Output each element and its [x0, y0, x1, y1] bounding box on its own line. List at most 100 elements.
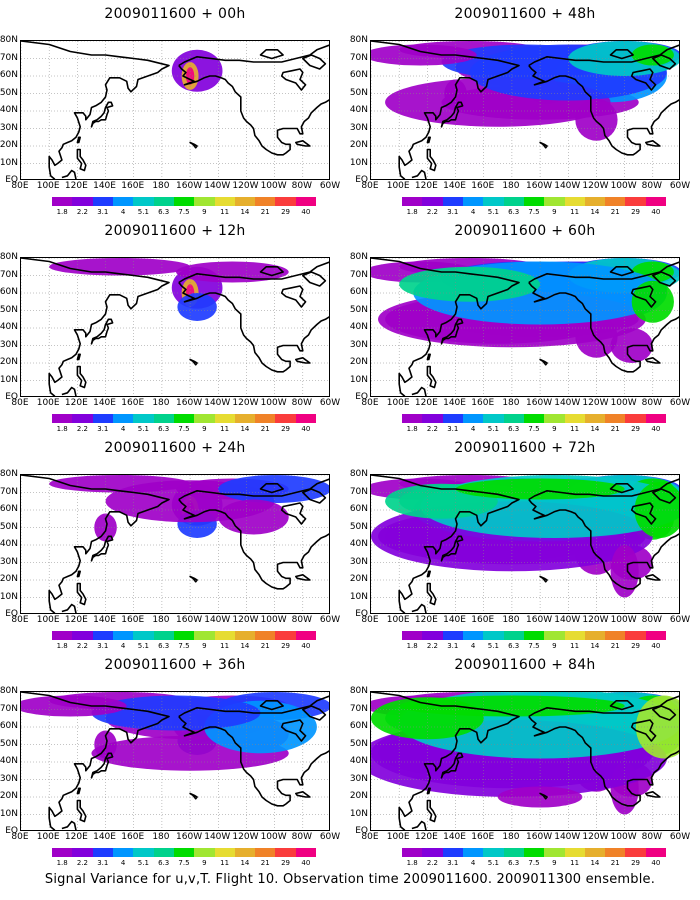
colorbar-label: 3.1 [447, 208, 459, 216]
colorbar-label: 40 [301, 208, 311, 216]
colorbar-swatch [295, 197, 317, 206]
latitude-tick-label: 50N [349, 304, 368, 315]
colorbar-swatch [483, 197, 504, 206]
colorbar-swatch [544, 631, 565, 640]
longitude-tick-label: 120W [232, 398, 259, 408]
colorbar-label: 7.5 [528, 642, 540, 650]
latitude-tick-label: 40N [0, 539, 18, 549]
map-panel: 2009011600 + 84h 80N 70N 60N 50N 40N 30N 20N 10N… [350, 651, 700, 876]
coastline [90, 318, 114, 345]
map-frame [370, 257, 680, 397]
colorbar-label: 11 [220, 208, 230, 216]
colorbar-label: 2.2 [426, 859, 439, 867]
colorbar-swatch [605, 631, 626, 640]
latitude-tick-label: 80N [349, 686, 368, 696]
coastline [645, 357, 661, 364]
longitude-tick-label: 160E [471, 615, 495, 625]
coastline [61, 386, 77, 396]
colorbar-label: 4 [120, 425, 126, 433]
latitude-tick-label: 30N [0, 122, 18, 133]
colorbar-swatch [234, 414, 256, 423]
colorbar-labels: 1.8 2.2 3.1 4 5.1 6.3 7.5 9 11 14 21 29 40 [402, 208, 666, 218]
coastline [90, 752, 114, 779]
longitude-tick-label: 160W [176, 832, 203, 842]
colorbar-swatch [92, 197, 113, 206]
coastline [645, 791, 661, 798]
coastline [411, 603, 427, 613]
colorbar-swatch [112, 197, 134, 206]
longitude-tick-label: 160W [176, 398, 203, 408]
colorbar-label: 9 [202, 425, 207, 433]
panel-title: 2009011600 + 60h [454, 223, 596, 239]
longitude-tick-label: 60W [669, 832, 691, 842]
colorbar-label: 5.1 [487, 208, 499, 216]
colorbar-swatch [72, 414, 93, 423]
colorbar-swatch [194, 848, 215, 857]
map-panel: 2009011600 + 60h 80N 70N 60N 50N 40N 30N 20N 10N… [350, 217, 700, 442]
variance-region [399, 695, 625, 717]
coastline [630, 285, 657, 308]
colorbar-swatch [92, 848, 113, 857]
colorbar-label: 1.8 [406, 642, 418, 650]
longitude-tick-label: 60W [669, 398, 691, 408]
coastline [295, 574, 311, 581]
latitude-tick-label: 80N [0, 686, 18, 696]
colorbar-swatch [214, 848, 235, 857]
coastline [426, 136, 431, 144]
coastline [645, 140, 661, 147]
colorbar [402, 848, 667, 857]
colorbar-swatch [295, 631, 317, 640]
colorbar-label: 40 [301, 425, 311, 433]
colorbar-label: 5.1 [487, 425, 499, 433]
colorbar-label: 14 [240, 642, 250, 650]
map-frame [20, 474, 330, 614]
longitude-tick-label: 140W [554, 832, 581, 842]
longitude-tick-label: 120E [414, 398, 438, 408]
colorbar-label: 1.8 [56, 425, 68, 433]
signal-variance-map [21, 475, 329, 613]
latitude-tick-label: 10N [0, 374, 18, 385]
coastline [76, 136, 81, 144]
coastline [440, 535, 464, 562]
coastline [259, 700, 284, 711]
coastline [652, 54, 677, 70]
longitude-axis: 80E 100E 120E 140E 160E 180 160W 140W 120W 100W 80… [361, 615, 690, 627]
colorbar-swatch [503, 197, 524, 206]
colorbar-swatch [173, 197, 195, 206]
colorbar-swatch [112, 414, 134, 423]
colorbar-swatch [462, 197, 484, 206]
colorbar-swatch [483, 631, 504, 640]
colorbar-label: 3.1 [97, 425, 109, 433]
colorbar-swatch [72, 848, 93, 857]
latitude-tick-label: 20N [349, 140, 368, 150]
colorbar-swatch [422, 197, 443, 206]
longitude-tick-label: 60W [669, 181, 691, 191]
longitude-tick-label: 160E [121, 615, 145, 625]
colorbar-swatch [72, 631, 93, 640]
variance-region [635, 695, 679, 759]
coastline [426, 799, 437, 823]
colorbar-swatch [52, 848, 73, 857]
colorbar-swatch [275, 197, 296, 206]
panel-title: 2009011600 + 72h [454, 440, 596, 456]
colorbar-label: 3.1 [97, 208, 109, 216]
longitude-tick-label: 140E [443, 832, 466, 842]
coastline [630, 68, 657, 91]
colorbar-swatch [483, 414, 504, 423]
longitude-tick-label: 140W [204, 615, 231, 625]
longitude-tick-label: 60W [319, 615, 341, 625]
colorbar-swatch [442, 631, 463, 640]
latitude-tick-label: 50N [349, 738, 368, 749]
colorbar-swatch [625, 414, 646, 423]
longitude-tick-label: 140E [443, 615, 466, 625]
longitude-tick-label: 100E [386, 832, 410, 842]
longitude-tick-label: 80E [361, 398, 379, 408]
coastline [440, 101, 464, 128]
colorbar-label: 4 [470, 208, 476, 216]
longitude-tick-label: 140W [204, 181, 231, 191]
map-panel: 2009011600 + 72h 80N 70N 60N 50N 40N 30N 20N 10N… [350, 434, 700, 659]
latitude-tick-label: 30N [349, 556, 368, 567]
longitude-tick-label: 160W [526, 181, 553, 191]
longitude-tick-label: 60W [319, 398, 341, 408]
coastline [189, 358, 198, 366]
